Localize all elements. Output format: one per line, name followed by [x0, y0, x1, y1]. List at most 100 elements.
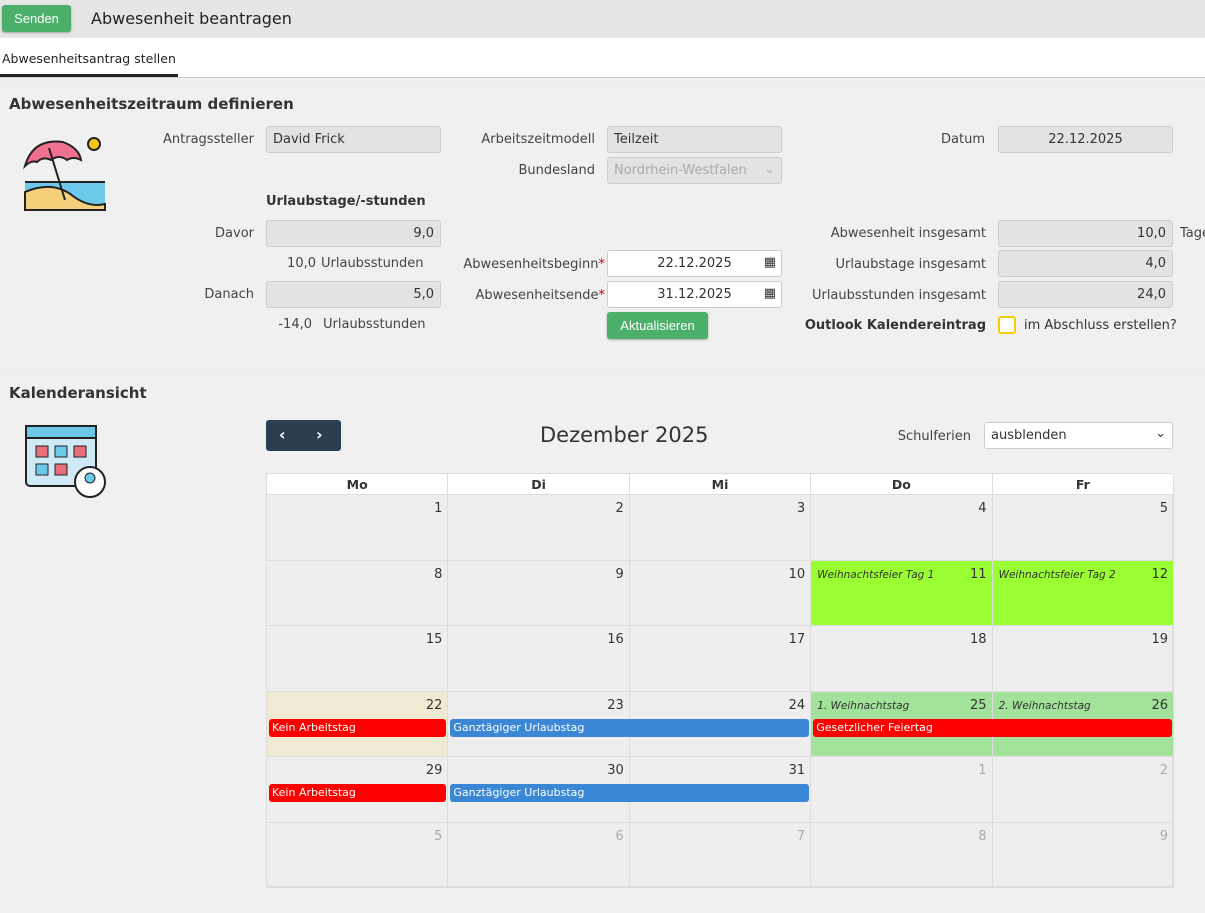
beach-umbrella-icon [23, 137, 106, 211]
davor-hours: 10,0 [287, 256, 316, 271]
top-bar: Senden Abwesenheit beantragen [0, 0, 1205, 38]
day-cell[interactable]: 9 [448, 560, 630, 626]
weekday-header: Mo [267, 474, 449, 495]
calendar-icon[interactable]: ▦ [763, 255, 776, 270]
day-number: 29 [425, 763, 443, 778]
day-number: 8 [978, 828, 987, 844]
calendar-nav: ‹ › [266, 420, 341, 451]
day-cell[interactable]: 19 [992, 626, 1174, 692]
arbeitszeitmodell-label: Arbeitszeitmodell [481, 132, 595, 147]
active-tab-indicator [0, 74, 178, 77]
holiday-label: Weihnachtsfeier Tag 1 [817, 568, 935, 581]
weekday-header: Do [811, 474, 993, 495]
ende-date-input[interactable]: 31.12.2025 ▦ [607, 281, 782, 308]
beginn-label: Abwesenheitsbeginn* [443, 257, 605, 272]
schulferien-label: Schulferien [897, 429, 971, 444]
calendar-event[interactable]: Kein Arbeitstag [269, 784, 447, 802]
outlook-checkbox[interactable] [998, 316, 1016, 334]
calendar-icon[interactable]: ▦ [763, 286, 776, 301]
day-cell[interactable]: 10 [629, 560, 812, 626]
danach-hours: -14,0 [278, 317, 312, 332]
day-number: 5 [434, 828, 443, 844]
day-cell[interactable]: 11 Weihnachtsfeier Tag 1 [811, 560, 993, 626]
tab-bar: Abwesenheitsantrag stellen [0, 38, 1205, 78]
day-number: 26 [1151, 697, 1168, 713]
bundesland-value: Nordrhein-Westfalen [614, 163, 747, 178]
weekday-header: Di [448, 474, 630, 495]
update-button[interactable]: Aktualisieren [607, 312, 708, 339]
day-cell[interactable]: 6 [448, 822, 630, 888]
day-cell[interactable]: 16 [448, 626, 630, 692]
calendar-event[interactable]: Ganztägiger Urlaubstag [450, 784, 810, 802]
day-cell[interactable]: 9 [992, 822, 1174, 888]
beginn-label-text: Abwesenheitsbeginn [463, 257, 599, 272]
antragsteller-field: David Frick [266, 126, 441, 153]
required-marker: * [598, 257, 606, 272]
calendar-grid: Mo Di Mi Do Fr 1 2 3 4 5 8 9 10 11 Weihnachtsfeier Tag… [266, 473, 1174, 888]
day-cell[interactable]: 17 [629, 626, 812, 692]
day-number: 18 [970, 632, 987, 647]
day-cell[interactable]: 15 [267, 626, 449, 692]
day-number: 10 [788, 566, 806, 582]
day-cell[interactable]: 8 [267, 560, 449, 626]
urlaubsstunden-label: Urlaubsstunden insgesamt [811, 288, 986, 303]
day-cell[interactable]: 24 [629, 691, 812, 757]
day-number: 17 [788, 632, 806, 647]
day-number: 2 [615, 501, 624, 516]
day-cell[interactable]: 4 [811, 495, 993, 561]
day-cell[interactable]: 31 [629, 757, 812, 823]
day-number: 31 [788, 763, 806, 778]
antragsteller-label: Antragssteller [163, 132, 254, 147]
calendar-event[interactable]: Gesetzlicher Feiertag [813, 718, 1172, 737]
schulferien-select[interactable]: ausblenden ⌄ [984, 422, 1173, 449]
day-cell[interactable]: 1 [267, 495, 449, 561]
urlaubsstunden-field: 24,0 [998, 281, 1173, 308]
day-number: 30 [607, 763, 624, 778]
day-number: 19 [1151, 632, 1168, 647]
urlaub-heading: Urlaubstage/-stunden [266, 194, 426, 209]
day-cell[interactable]: 2 [448, 495, 630, 561]
holiday-label: Weihnachtsfeier Tag 2 [998, 568, 1116, 581]
day-cell[interactable]: 29 [267, 757, 449, 823]
day-cell[interactable]: 12 Weihnachtsfeier Tag 2 [992, 560, 1174, 626]
day-number: 15 [425, 632, 443, 647]
day-cell[interactable]: 8 [811, 822, 993, 888]
abw-unit: Tage [1180, 226, 1205, 241]
calendar-event[interactable]: Ganztägiger Urlaubstag [450, 718, 810, 737]
page-title: Abwesenheit beantragen [91, 9, 292, 28]
send-button[interactable]: Senden [2, 5, 71, 32]
day-cell[interactable]: 2 [992, 757, 1174, 823]
bundesland-label: Bundesland [518, 163, 596, 178]
chevron-down-icon: ⌄ [764, 162, 775, 177]
tab-abwesenheitsantrag[interactable]: Abwesenheitsantrag stellen [2, 51, 176, 66]
day-number: 8 [434, 566, 443, 582]
day-cell[interactable]: 18 [811, 626, 993, 692]
outlook-text: im Abschluss erstellen? [1024, 318, 1177, 333]
weekday-header: Fr [992, 474, 1174, 495]
day-cell[interactable]: 7 [629, 822, 812, 888]
day-cell[interactable]: 5 [992, 495, 1174, 561]
next-month-button[interactable]: › [316, 425, 323, 444]
ende-label: Abwesenheitsende* [443, 288, 606, 303]
beginn-date-input[interactable]: 22.12.2025 ▦ [607, 250, 782, 277]
day-cell[interactable]: 3 [629, 495, 812, 561]
abw-total-field: 10,0 [998, 220, 1173, 247]
day-number: 5 [1159, 501, 1168, 516]
day-number: 1 [978, 763, 987, 778]
danach-field: 5,0 [266, 281, 441, 308]
outlook-label: Outlook Kalendereintrag [804, 318, 986, 333]
day-number: 25 [970, 697, 987, 713]
prev-month-button[interactable]: ‹ [279, 425, 286, 444]
holiday-label: 1. Weihnachtstag [817, 699, 910, 712]
urlaubstage-field: 4,0 [998, 250, 1173, 277]
arbeitszeitmodell-field: Teilzeit [607, 126, 782, 153]
calendar-event[interactable]: Kein Arbeitstag [269, 718, 447, 737]
form-panel: Abwesenheitszeitraum definieren Antragss… [3, 88, 1205, 366]
holiday-label: 2. Weihnachtstag [998, 699, 1091, 712]
day-cell[interactable]: 5 [267, 822, 449, 888]
day-number: 23 [607, 697, 624, 713]
day-cell[interactable]: 1 [811, 757, 993, 823]
day-number: 7 [796, 828, 806, 844]
day-number: 4 [978, 501, 987, 516]
day-number: 3 [796, 501, 806, 516]
